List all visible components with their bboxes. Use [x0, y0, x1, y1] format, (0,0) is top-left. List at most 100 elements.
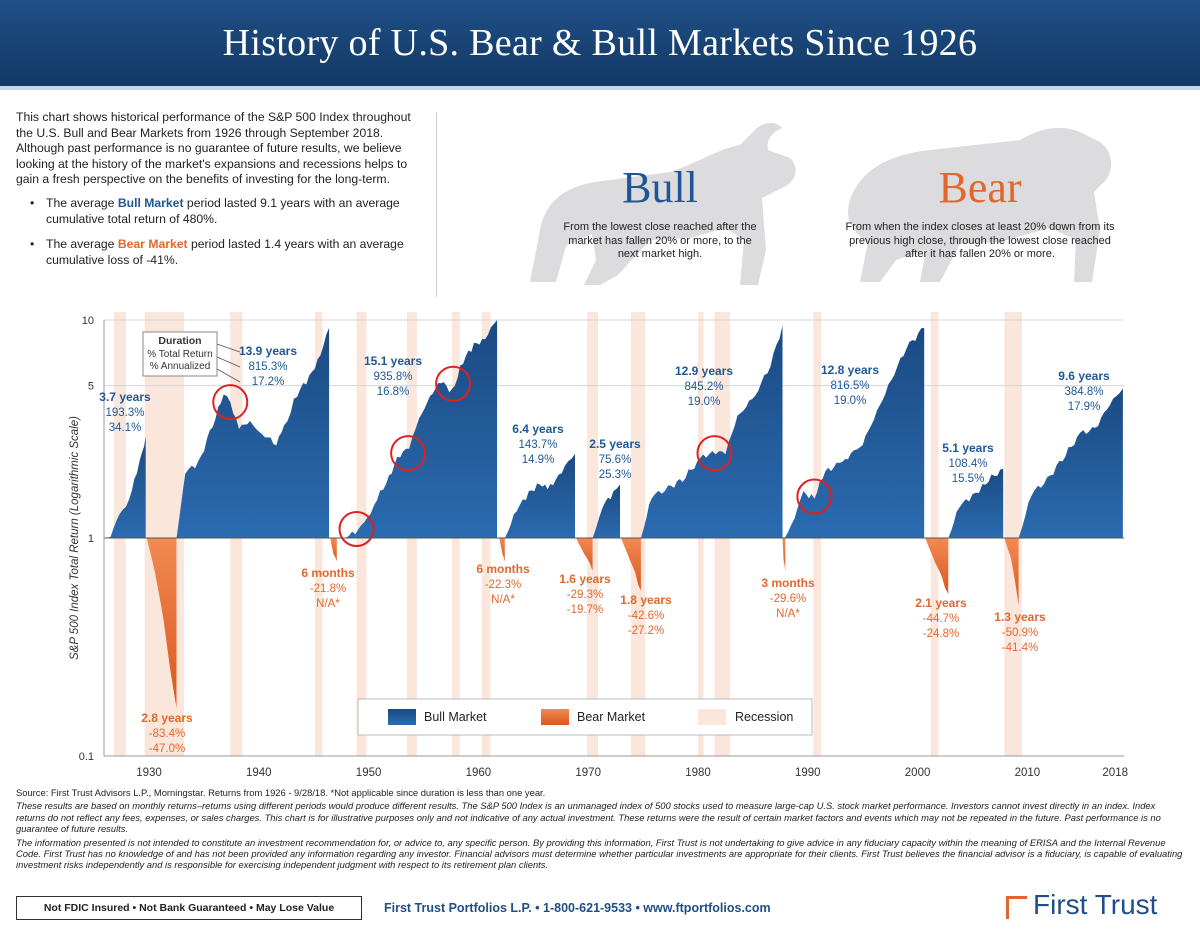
bear-market-area: [576, 538, 593, 571]
section-divider: [436, 112, 437, 297]
bull-total-return-label: 815.3%: [248, 361, 287, 373]
bull-duration-label: 12.8 years: [821, 363, 879, 377]
x-tick-label: 1950: [356, 767, 382, 779]
highlight-circle: [696, 435, 733, 472]
x-tick-label: 1960: [466, 767, 492, 779]
bull-market-areas: [105, 320, 1123, 538]
key-pointer-line: [216, 356, 241, 368]
bull-market-area: [176, 327, 330, 538]
bull-duration-label: 12.9 years: [675, 364, 733, 378]
recession-band: [587, 312, 599, 756]
bull-duration-label: 2.5 years: [589, 437, 641, 451]
bear-total-return-label: -44.7%: [923, 613, 959, 625]
bull-market-area: [948, 468, 1004, 538]
bull-bullet-post: period lasted 9.1 years with an average …: [46, 195, 400, 226]
bull-duration-label: 3.7 years: [99, 390, 151, 404]
bear-annualized-label: -47.0%: [149, 743, 185, 755]
bear-total-return-label: -42.6%: [628, 610, 664, 622]
axes: 10 5 1 0.1 1930 1940 1950 1960 1970 1980 1990 2000 2…: [69, 315, 1128, 779]
disclaimer-note: The information presented is not intende…: [16, 836, 1183, 871]
bull-annualized-label: 15.5%: [952, 473, 985, 485]
y-tick-label: 5: [88, 381, 94, 393]
bear-market-area: [499, 538, 505, 562]
bear-market-area: [146, 538, 177, 708]
bull-annualized-label: 19.0%: [688, 396, 721, 408]
bull-total-return-label: 845.2%: [684, 381, 723, 393]
bear-duration-label: 3 months: [761, 576, 815, 590]
methodology-note: These results are based on monthly retur…: [16, 800, 1161, 835]
recession-band: [1004, 312, 1022, 756]
bear-total-return-label: -83.4%: [149, 728, 185, 740]
first-trust-logo: First Trust: [1006, 889, 1157, 921]
bull-market-term: Bull Market: [117, 195, 184, 210]
source-notes: Source: First Trust Advisors L.P., Morni…: [16, 787, 1186, 873]
x-tick-label: 2010: [1015, 767, 1041, 779]
intro-text: This chart shows historical performance …: [16, 110, 416, 278]
highlight-circle: [338, 510, 375, 547]
bull-market-area: [592, 484, 621, 538]
bull-annualized-label: 16.8%: [377, 386, 410, 398]
bull-annualized-label: 19.0%: [834, 395, 867, 407]
bull-total-return-label: 193.3%: [105, 407, 144, 419]
bear-duration-label: 1.3 years: [994, 610, 1046, 624]
bear-annualized-label: -19.7%: [567, 604, 603, 616]
bear-annualized-label: N/A*: [776, 608, 800, 620]
intro-bullets: The average Bull Market period lasted 9.…: [16, 196, 416, 268]
legend-bull-label: Bull Market: [424, 710, 487, 724]
bull-market-area: [1018, 388, 1123, 538]
bear-market-term: Bear Market: [117, 237, 188, 252]
header-banner: History of U.S. Bear & Bull Markets Sinc…: [0, 0, 1200, 90]
duration-key-line: % Total Return: [147, 349, 212, 360]
bull-bear-silhouette: [530, 122, 1112, 286]
contact-info[interactable]: First Trust Portfolios L.P. • 1-800-621-…: [384, 901, 771, 915]
bear-annualized-label: N/A*: [491, 594, 515, 606]
bull-total-return-label: 143.7%: [518, 439, 557, 451]
bear-duration-label: 1.6 years: [559, 572, 611, 586]
bear-definition: From when the index closes at least 20% …: [845, 221, 1115, 260]
bear-total-return-label: -22.3%: [485, 579, 521, 591]
bull-market-area: [640, 325, 783, 538]
bear-average-bullet: The average Bear Market period lasted 1.…: [30, 237, 416, 268]
bear-annualized-label: -27.2%: [628, 625, 664, 637]
bear-market-area: [1004, 538, 1019, 606]
duration-key-title: Duration: [158, 335, 201, 347]
legend-recession-label: Recession: [735, 710, 793, 724]
bear-market-areas: [146, 538, 1019, 708]
bull-duration-label: 13.9 years: [239, 344, 297, 358]
duration-key: Duration % Total Return% Annualized: [142, 331, 241, 383]
bear-duration-label: 2.1 years: [915, 596, 967, 610]
recession-band: [930, 312, 939, 756]
bull-bullet-pre: The average: [46, 195, 118, 210]
bull-total-return-label: 75.6%: [599, 454, 632, 466]
y-tick-label: 0.1: [79, 751, 94, 763]
bull-market-area: [105, 436, 146, 538]
bull-duration-label: 6.4 years: [512, 422, 564, 436]
key-pointer-line: [216, 368, 241, 383]
bear-market-area: [925, 538, 949, 595]
x-tick-label: 1940: [246, 767, 272, 779]
bear-total-return-label: -21.8%: [310, 583, 346, 595]
bear-duration-label: 6 months: [476, 562, 530, 576]
bear-annualized-label: -41.4%: [1002, 642, 1038, 654]
x-tick-label: 2018: [1102, 767, 1128, 779]
x-tick-label: 2000: [905, 767, 931, 779]
y-tick-label: 1: [88, 533, 94, 545]
highlight-circle: [212, 384, 249, 421]
recession-band: [631, 312, 646, 756]
bull-duration-label: 5.1 years: [942, 441, 994, 455]
bear-annualized-label: N/A*: [316, 598, 340, 610]
highlight-circle: [796, 478, 833, 515]
bull-market-area: [504, 453, 576, 538]
x-tick-label: 1970: [575, 767, 601, 779]
bull-annualized-label: 14.9%: [522, 454, 555, 466]
intro-paragraph: This chart shows historical performance …: [16, 110, 411, 187]
bear-duration-label: 2.8 years: [141, 711, 193, 725]
bear-total-return-label: -29.6%: [770, 593, 806, 605]
bear-market-area: [330, 538, 337, 562]
bear-bullet-pre: The average: [46, 237, 118, 252]
legend-bear-swatch: [541, 709, 569, 725]
bear-annualized-label: -24.8%: [923, 628, 959, 640]
bear-duration-label: 1.8 years: [620, 593, 672, 607]
page-title: History of U.S. Bear & Bull Markets Sinc…: [222, 22, 978, 64]
legend-bull-swatch: [388, 709, 416, 725]
